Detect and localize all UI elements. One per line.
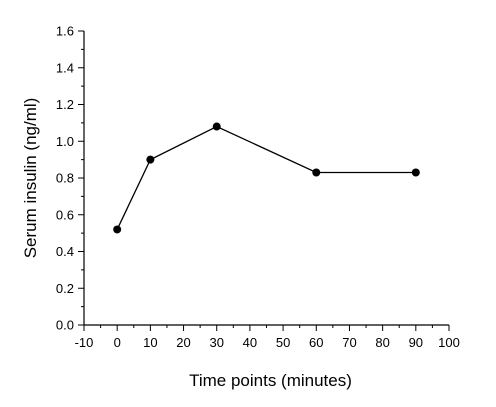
x-tick-label: 30 xyxy=(209,335,223,350)
x-tick-label: 80 xyxy=(375,335,389,350)
x-tick-label: 50 xyxy=(276,335,290,350)
data-point xyxy=(411,168,420,177)
x-tick-label: 60 xyxy=(309,335,323,350)
y-tick-label: 0.6 xyxy=(56,207,74,222)
y-tick-label: 1.6 xyxy=(56,24,74,39)
y-tick-label: 0.4 xyxy=(56,244,74,259)
tick-labels: -10 0 10 20 30 40 50 60 70 80 90 100 0.0 0.2 0.4 0.6 0.8… xyxy=(56,24,460,351)
axes xyxy=(83,31,449,326)
data-point xyxy=(212,122,221,131)
tick-marks xyxy=(78,30,450,331)
y-tick-label: 1.2 xyxy=(56,97,74,112)
data-series xyxy=(113,122,420,234)
x-tick-label: 20 xyxy=(176,335,190,350)
y-tick-label: 0.2 xyxy=(56,281,74,296)
x-tick-label: 90 xyxy=(409,335,423,350)
x-axis-title: Time points (minutes) xyxy=(189,371,352,390)
x-tick-label: 10 xyxy=(143,335,157,350)
y-tick-label: 1.0 xyxy=(56,134,74,149)
data-point xyxy=(113,225,122,234)
x-tick-label: 100 xyxy=(438,335,460,350)
y-tick-label: 0.8 xyxy=(56,171,74,186)
x-tick-label: -10 xyxy=(75,335,94,350)
y-tick-label: 0.0 xyxy=(56,318,74,333)
data-point xyxy=(312,168,321,177)
x-tick-label: 0 xyxy=(114,335,121,350)
x-tick-label: 40 xyxy=(243,335,257,350)
y-axis-title: Serum insulin (ng/ml) xyxy=(21,98,40,259)
y-tick-label: 1.4 xyxy=(56,60,74,75)
data-point xyxy=(146,155,155,164)
series-line xyxy=(116,125,416,230)
x-tick-label: 70 xyxy=(342,335,356,350)
